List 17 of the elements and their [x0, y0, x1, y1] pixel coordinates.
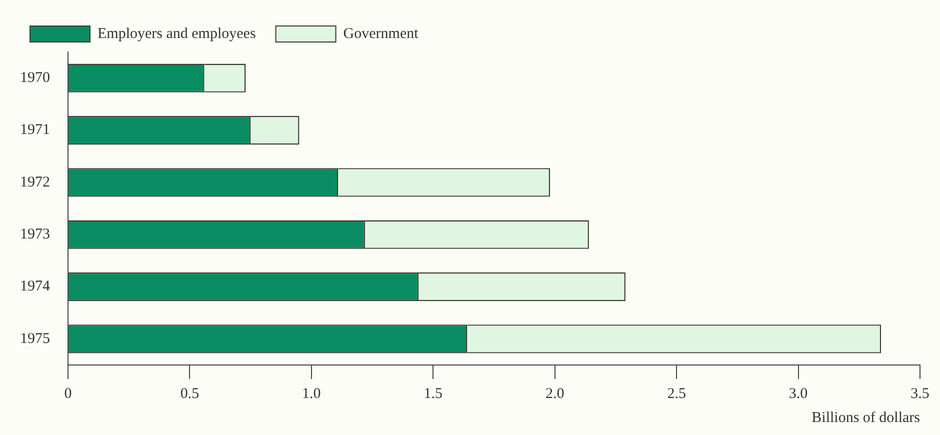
x-tick-label: 3.5	[910, 386, 930, 402]
y-tick-label: 1972	[20, 174, 50, 190]
y-tick-label: 1974	[20, 278, 50, 295]
y-tick-label: 1971	[20, 122, 50, 138]
legend-label: Employers and employees	[98, 26, 256, 42]
x-tick-label: 1.5	[424, 386, 443, 402]
x-axis-title: Billions of dollars	[812, 410, 920, 426]
y-tick-label: 1970	[20, 70, 50, 86]
legend-label: Government	[343, 26, 420, 42]
x-tick-label: 0.5	[180, 386, 200, 402]
y-tick-label: 1973	[20, 226, 50, 243]
y-tick-label: 1975	[20, 330, 50, 347]
x-tick-label: 3.0	[788, 386, 808, 402]
x-tick-label: 2.5	[667, 386, 686, 402]
x-tick-label: 1.0	[302, 386, 321, 402]
x-tick-label: 0	[64, 386, 72, 402]
x-tick-label: 2.0	[545, 386, 564, 402]
